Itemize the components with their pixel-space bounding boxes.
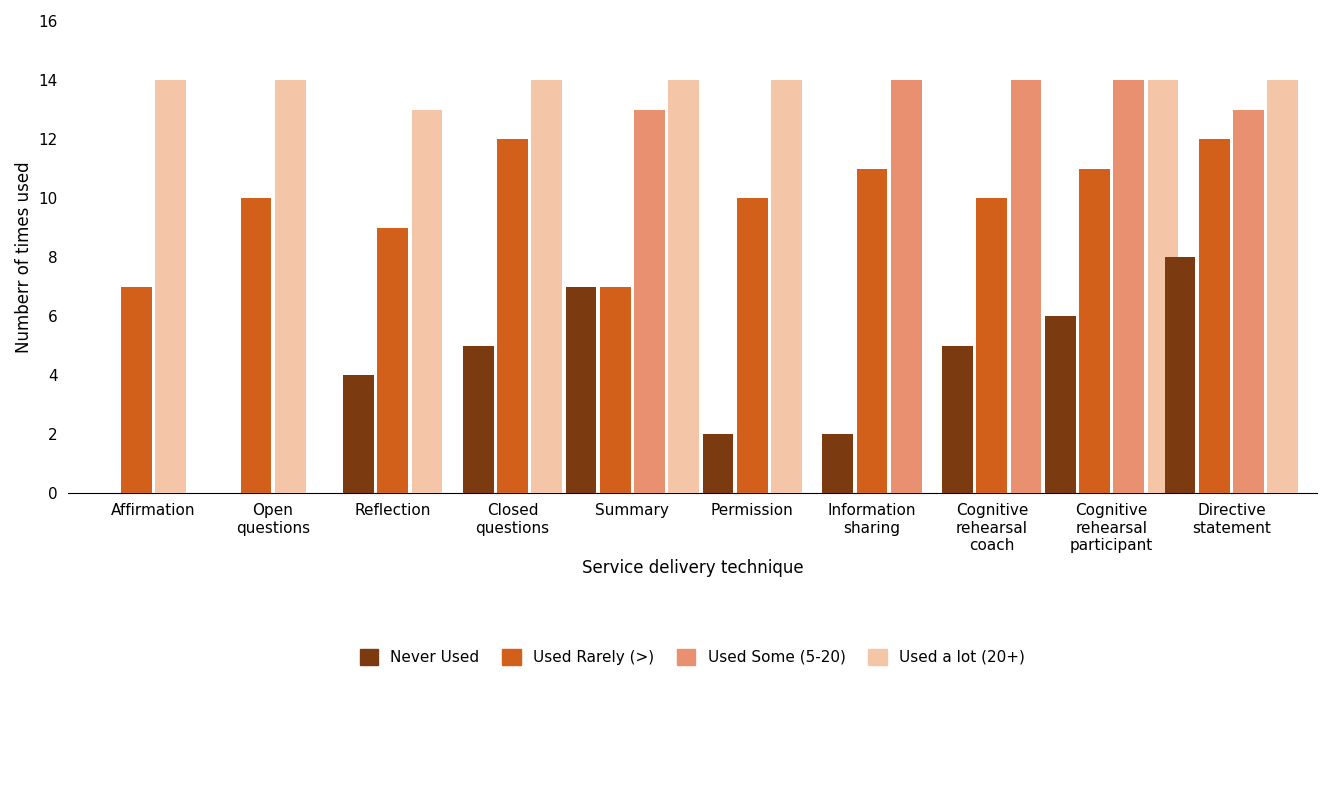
Bar [856,168,887,494]
Bar [634,110,665,494]
Bar [464,346,494,494]
Bar [566,287,597,494]
Bar [1079,168,1110,494]
Bar [891,80,922,494]
Bar [344,375,374,494]
Bar [1199,139,1229,494]
Bar [1233,110,1264,494]
Bar [1267,80,1299,494]
X-axis label: Service delivery technique: Service delivery technique [582,559,803,577]
Bar [1011,80,1042,494]
Bar [274,80,305,494]
Bar [1114,80,1144,494]
Bar [1148,80,1179,494]
Bar [1164,258,1196,494]
Bar [976,198,1007,494]
Bar [599,287,631,494]
Bar [702,435,734,494]
Bar [241,198,272,494]
Bar [377,228,408,494]
Y-axis label: Numberr of times used: Numberr of times used [15,161,33,353]
Bar [531,80,562,494]
Bar [737,198,767,494]
Bar [497,139,527,494]
Bar [822,435,854,494]
Bar [155,80,185,494]
Bar [669,80,699,494]
Bar [121,287,152,494]
Legend: Never Used, Used Rarely (>), Used Some (5-20), Used a lot (20+): Never Used, Used Rarely (>), Used Some (… [354,643,1031,671]
Bar [1044,316,1076,494]
Bar [942,346,972,494]
Bar [771,80,802,494]
Bar [412,110,442,494]
